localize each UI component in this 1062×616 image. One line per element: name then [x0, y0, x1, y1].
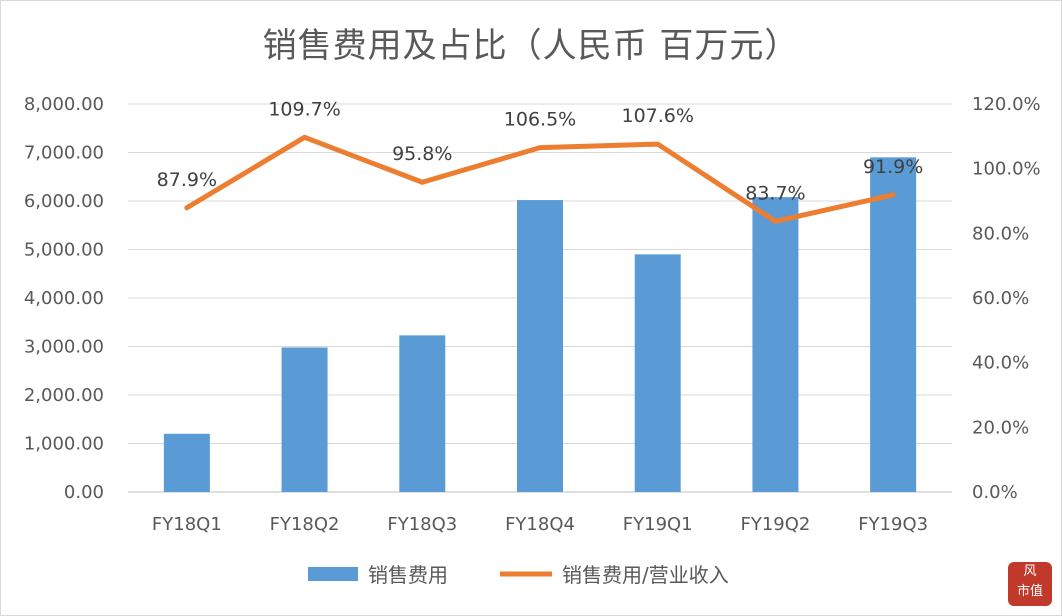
category-label: FY19Q1: [623, 514, 693, 535]
bar-FY19Q1: [634, 254, 681, 492]
right-axis-tick-label: 100.0%: [972, 159, 1041, 180]
left-axis-tick-label: 7,000.00: [24, 143, 104, 164]
left-axis-tick-label: 6,000.00: [24, 191, 104, 212]
chart-title: 销售费用及占比（人民币 百万元）: [262, 26, 800, 66]
category-label: FY19Q3: [858, 514, 928, 535]
left-axis-ticks: 0.00 1,000.00 2,000.00 3,000.00 4,000.00 5,00…: [24, 94, 104, 503]
category-labels: FY18Q1 FY18Q2 FY18Q3 FY18Q4 FY19Q1 FY19Q2 FY19…: [152, 514, 928, 535]
legend-swatch-bar: [308, 567, 358, 581]
bar-FY18Q3: [399, 335, 446, 492]
bar-FY19Q2: [752, 197, 799, 492]
left-axis-tick-label: 2,000.00: [24, 385, 104, 406]
data-labels: 87.9% 109.7% 95.8% 106.5% 107.6% 83.7% 91.9%: [157, 98, 924, 204]
data-label: 83.7%: [745, 182, 805, 204]
legend-label: 销售费用: [368, 563, 448, 587]
bar-FY18Q2: [281, 347, 328, 492]
bar-FY18Q1: [163, 433, 210, 492]
left-axis-tick-label: 3,000.00: [24, 337, 104, 358]
data-label: 109.7%: [268, 98, 340, 120]
category-label: FY18Q4: [505, 514, 575, 535]
left-axis-tick-label: 5,000.00: [24, 240, 104, 261]
right-axis-tick-label: 120.0%: [972, 94, 1041, 115]
bar-FY18Q4: [517, 200, 563, 492]
left-axis-tick-label: 1,000.00: [24, 434, 104, 455]
category-label: FY19Q2: [740, 514, 810, 535]
right-axis-tick-label: 80.0%: [972, 223, 1029, 244]
line-series: [184, 134, 896, 224]
category-label: FY18Q3: [387, 514, 457, 535]
data-label: 107.6%: [621, 105, 693, 127]
left-axis-tick-label: 8,000.00: [24, 94, 104, 115]
right-axis-tick-label: 40.0%: [972, 353, 1029, 374]
bar-FY19Q3: [870, 157, 917, 492]
category-label: FY18Q1: [152, 514, 222, 535]
right-axis-tick-label: 0.0%: [972, 482, 1018, 503]
bar-series: [163, 157, 917, 492]
legend-label: 销售费用/营业收入: [562, 563, 729, 587]
watermark-seal-logo: 风市值: [1008, 562, 1052, 606]
left-axis-tick-label: 0.00: [64, 482, 104, 503]
data-label: 87.9%: [157, 169, 217, 191]
right-axis-tick-label: 20.0%: [972, 417, 1029, 438]
right-axis-tick-label: 60.0%: [972, 288, 1029, 309]
data-label: 106.5%: [504, 109, 576, 131]
right-axis-ticks: 0.0% 20.0% 40.0% 60.0% 80.0% 100.0% 120.0%: [972, 94, 1041, 503]
left-axis-tick-label: 4,000.00: [24, 288, 104, 309]
data-label: 91.9%: [863, 156, 923, 178]
category-label: FY18Q2: [270, 514, 340, 535]
legend: 销售费用 销售费用/营业收入: [308, 563, 729, 587]
data-label: 95.8%: [392, 143, 452, 165]
